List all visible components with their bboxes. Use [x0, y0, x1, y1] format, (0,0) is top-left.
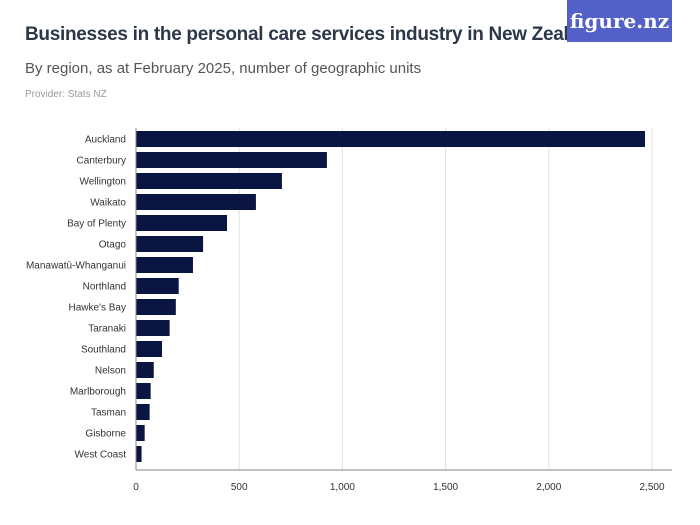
- category-label: Marlborough: [70, 387, 126, 398]
- x-tick-label: 2,000: [536, 482, 561, 493]
- x-tick-label: 0: [133, 482, 139, 493]
- category-label: Taranaki: [88, 324, 126, 335]
- category-label: Canterbury: [77, 156, 126, 167]
- bar-tasman: [136, 404, 150, 420]
- category-label: Otago: [99, 240, 127, 251]
- category-label: Wellington: [79, 177, 126, 188]
- logo-text: figure.nz: [569, 9, 670, 33]
- category-label: Manawatū-Whanganui: [26, 261, 126, 272]
- bar-bay-of-plenty: [136, 215, 228, 231]
- category-label: Hawke's Bay: [69, 303, 127, 314]
- bar-gisborne: [136, 425, 145, 441]
- category-label: Southland: [81, 345, 126, 356]
- x-tick-label: 500: [231, 482, 248, 493]
- category-label: Waikato: [90, 198, 126, 209]
- bar-taranaki: [136, 320, 170, 336]
- bar-marlborough: [136, 383, 151, 399]
- bar-auckland: [136, 131, 645, 147]
- category-label: Tasman: [91, 408, 126, 419]
- bar-northland: [136, 278, 179, 294]
- x-tick-label: 1,000: [330, 482, 355, 493]
- figure-nz-logo[interactable]: figure.nz: [567, 0, 672, 42]
- bar-otago: [136, 236, 204, 252]
- category-label: Northland: [83, 282, 126, 293]
- bar-hawke-s-bay: [136, 299, 176, 315]
- bar-nelson: [136, 362, 154, 378]
- category-label: West Coast: [75, 450, 127, 461]
- bar-wellington: [136, 173, 282, 189]
- chart-subtitle: By region, as at February 2025, number o…: [25, 60, 422, 77]
- bar-southland: [136, 341, 163, 357]
- bar-waikato: [136, 194, 256, 210]
- bar-manawat-whanganui: [136, 257, 193, 273]
- chart-title: Businesses in the personal care services…: [25, 24, 602, 45]
- category-label: Bay of Plenty: [67, 219, 126, 230]
- provider-text: Provider: Stats NZ: [25, 89, 107, 100]
- category-label: Nelson: [95, 366, 126, 377]
- bar-west-coast: [136, 446, 142, 462]
- bar-canterbury: [136, 152, 327, 168]
- x-tick-label: 2,500: [639, 482, 664, 493]
- category-label: Gisborne: [85, 429, 126, 440]
- category-label: Auckland: [85, 135, 126, 146]
- x-tick-label: 1,500: [433, 482, 458, 493]
